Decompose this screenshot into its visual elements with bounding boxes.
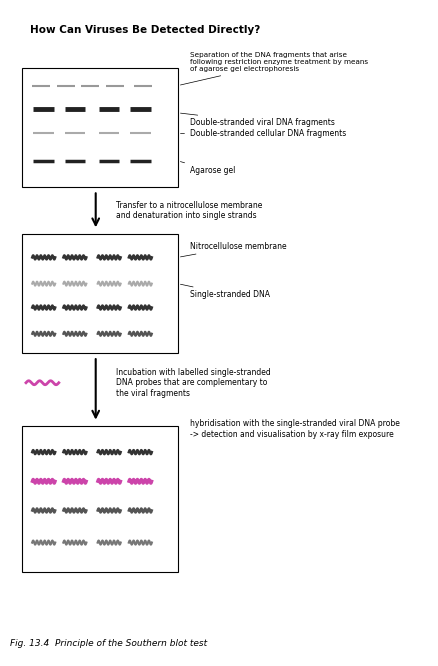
Text: Incubation with labelled single-stranded
DNA probes that are complementary to
th: Incubation with labelled single-stranded… bbox=[116, 368, 270, 398]
Text: Agarose gel: Agarose gel bbox=[180, 162, 235, 175]
Text: Double-stranded viral DNA fragments: Double-stranded viral DNA fragments bbox=[180, 113, 334, 127]
Text: Fig. 13.4  Principle of the Southern blot test: Fig. 13.4 Principle of the Southern blot… bbox=[10, 639, 206, 648]
Bar bbox=[22, 426, 177, 571]
Text: Single-stranded DNA: Single-stranded DNA bbox=[180, 284, 269, 299]
Text: Separation of the DNA fragments that arise
following restriction enzyme treatmen: Separation of the DNA fragments that ari… bbox=[180, 53, 367, 85]
Bar bbox=[22, 234, 177, 353]
Text: Transfer to a nitrocellulose membrane
and denaturation into single strands: Transfer to a nitrocellulose membrane an… bbox=[116, 200, 262, 220]
Text: Nitrocellulose membrane: Nitrocellulose membrane bbox=[180, 242, 286, 257]
Bar bbox=[22, 68, 177, 187]
Text: hybridisation with the single-stranded viral DNA probe
-> detection and visualis: hybridisation with the single-stranded v… bbox=[190, 419, 399, 439]
Text: Double-stranded cellular DNA fragments: Double-stranded cellular DNA fragments bbox=[180, 129, 346, 138]
Text: How Can Viruses Be Detected Directly?: How Can Viruses Be Detected Directly? bbox=[30, 25, 260, 35]
